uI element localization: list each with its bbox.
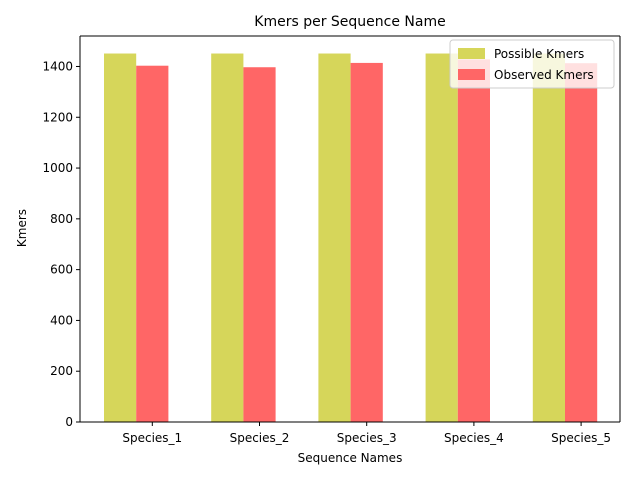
y-axis-title: Kmers — [15, 209, 29, 247]
legend-swatch — [458, 69, 485, 80]
bar-possible-kmers-4 — [425, 53, 458, 423]
bar-observed-kmers-5 — [565, 63, 598, 423]
legend-swatch — [458, 48, 485, 59]
plot-area: 0 200 400 600 800 1000 1200 1400 Species_1 Specie… — [42, 35, 621, 445]
bar-observed-kmers-3 — [350, 62, 383, 423]
bar-possible-kmers-3 — [318, 53, 351, 423]
bar-possible-kmers-2 — [211, 53, 244, 423]
x-tick-label: Species_2 — [230, 431, 290, 445]
bar-observed-kmers-4 — [457, 59, 490, 423]
legend-label: Observed Kmers — [494, 68, 594, 82]
bar-observed-kmers-1 — [136, 65, 169, 423]
y-tick-label: 1400 — [42, 59, 73, 73]
y-tick-label: 400 — [50, 313, 73, 327]
x-tick-label: Species_4 — [444, 431, 504, 445]
bar-possible-kmers-1 — [104, 53, 137, 423]
x-tick-label: Species_5 — [551, 431, 611, 445]
bar-observed-kmers-2 — [243, 67, 276, 423]
x-axis-title: Sequence Names — [298, 451, 403, 465]
y-tick-label: 1000 — [42, 161, 73, 175]
legend: Possible Kmers Observed Kmers — [449, 39, 615, 89]
x-tick-label: Species_3 — [337, 431, 397, 445]
y-tick-label: 1200 — [42, 110, 73, 124]
chart-title: Kmers per Sequence Name — [254, 14, 445, 30]
y-tick-label: 800 — [50, 212, 73, 226]
y-tick-label: 0 — [65, 415, 73, 429]
legend-box — [449, 39, 615, 89]
y-tick-label: 200 — [50, 364, 73, 378]
y-tick-label: 600 — [50, 263, 73, 277]
legend-label: Possible Kmers — [494, 47, 584, 61]
x-tick-label: Species_1 — [122, 431, 182, 445]
bar-possible-kmers-5 — [532, 53, 565, 423]
